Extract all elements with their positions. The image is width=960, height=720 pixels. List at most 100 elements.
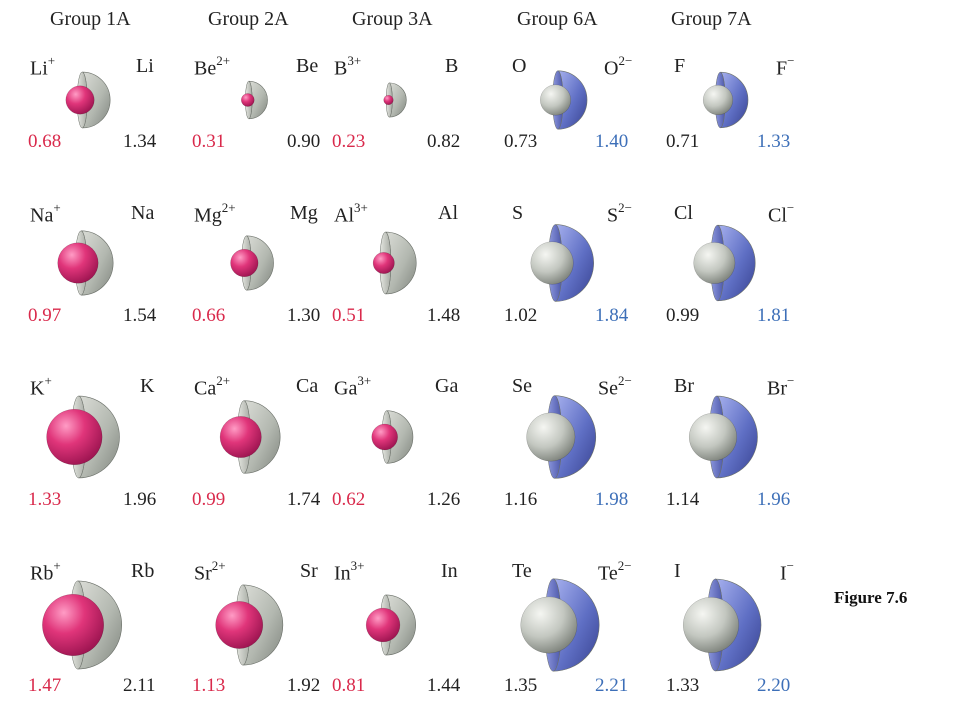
group-header: Group 2A: [208, 8, 289, 30]
species-label: In3+: [334, 558, 365, 585]
radius-value: 0.66: [192, 305, 226, 326]
cation-sphere: [46, 408, 103, 466]
cation-sphere: [383, 94, 394, 106]
neutral-atom-sphere: [530, 241, 574, 285]
species-pair: [702, 71, 749, 129]
radius-value: 0.68: [28, 131, 62, 152]
radius-value: 1.96: [123, 489, 157, 510]
radius-value: 0.99: [192, 489, 226, 510]
radius-value: 1.02: [504, 305, 538, 326]
radius-value: 1.33: [666, 675, 700, 696]
radius-value: 1.44: [427, 675, 461, 696]
species-label: K: [140, 375, 155, 397]
species-label: B: [445, 55, 459, 77]
species-label: Br: [674, 375, 694, 397]
radius-value: 1.33: [757, 131, 791, 152]
radius-value: 1.74: [287, 489, 321, 510]
species-label: Li+: [30, 53, 56, 80]
species-label: Sr: [300, 560, 318, 582]
species-label: Be2+: [194, 53, 231, 80]
cation-sphere: [215, 601, 264, 649]
species-pair: [682, 578, 762, 672]
cation-sphere: [365, 607, 401, 643]
neutral-atom-sphere: [688, 412, 738, 462]
species-label: F: [674, 55, 686, 77]
radius-value: 1.26: [427, 489, 461, 510]
radius-value: 1.81: [757, 305, 791, 326]
species-pair: [65, 71, 111, 129]
radius-value: 1.34: [123, 131, 157, 152]
radius-value: 1.47: [28, 675, 62, 696]
radius-value: 1.84: [595, 305, 629, 326]
cation-sphere: [372, 252, 395, 274]
species-label: Se2−: [598, 373, 632, 400]
cation-sphere: [42, 594, 105, 656]
species-label: K+: [30, 373, 52, 400]
radius-value: 1.96: [757, 489, 791, 510]
figure-label: Figure 7.6: [834, 588, 908, 607]
species-pair: [540, 70, 588, 130]
radius-value: 1.40: [595, 131, 629, 152]
species-pair: [530, 224, 594, 302]
radius-value: 1.16: [504, 489, 538, 510]
group-header: Group 6A: [517, 8, 598, 30]
species-pair: [520, 578, 600, 672]
species-label: I: [674, 560, 681, 582]
species-pair: [526, 395, 596, 479]
neutral-atom-sphere: [520, 596, 578, 654]
species-label: S2−: [607, 200, 632, 227]
radius-value: 1.13: [192, 675, 226, 696]
radius-value: 1.35: [504, 675, 538, 696]
neutral-atom-sphere: [682, 596, 739, 654]
cation-sphere: [57, 242, 99, 284]
species-label: Be: [296, 55, 319, 77]
species-pair: [693, 224, 756, 302]
cation-sphere: [241, 93, 255, 107]
radius-value: 1.48: [427, 305, 461, 326]
species-label: In: [441, 560, 458, 582]
species-label: Ca2+: [194, 373, 231, 400]
radius-value: 0.97: [28, 305, 62, 326]
species-pair: [46, 395, 120, 479]
group-header: Group 7A: [671, 8, 752, 30]
radius-value: 0.71: [666, 131, 700, 152]
species-label: Mg: [290, 202, 318, 224]
species-pair: [219, 400, 281, 474]
cation-sphere: [230, 248, 259, 278]
radius-value: 1.30: [287, 305, 321, 326]
cation-sphere: [371, 423, 398, 451]
species-pair: [383, 82, 407, 118]
species-pair: [372, 231, 417, 295]
radius-value: 1.14: [666, 489, 700, 510]
species-label: Cl−: [768, 200, 795, 227]
neutral-atom-sphere: [702, 84, 734, 116]
neutral-atom-sphere: [526, 412, 576, 462]
radius-value: 0.99: [666, 305, 700, 326]
species-label: O2−: [604, 53, 633, 80]
species-label: Na+: [30, 200, 61, 227]
species-label: Mg2+: [194, 200, 236, 227]
species-label: Al: [438, 202, 458, 224]
cation-sphere: [219, 416, 262, 458]
radius-value: 0.90: [287, 131, 321, 152]
radius-value: 0.51: [332, 305, 366, 326]
species-label: Li: [136, 55, 154, 77]
species-label: F−: [776, 53, 795, 80]
species-label: Rb+: [30, 558, 61, 585]
species-pair: [42, 580, 123, 670]
radius-value: 0.62: [332, 489, 366, 510]
species-label: Ga: [435, 375, 459, 397]
species-pair: [241, 80, 268, 120]
group-header: Group 1A: [50, 8, 131, 30]
radius-value: 0.81: [332, 675, 366, 696]
species-label: Ga3+: [334, 373, 372, 400]
neutral-atom-sphere: [693, 242, 736, 284]
species-label: O: [512, 55, 527, 77]
species-label: Rb: [131, 560, 155, 582]
radius-value: 0.82: [427, 131, 461, 152]
species-pair: [688, 395, 758, 479]
radius-value: 0.73: [504, 131, 538, 152]
species-label: Te: [512, 560, 532, 582]
radius-value: 2.11: [123, 675, 156, 696]
species-label: Cl: [674, 202, 693, 224]
